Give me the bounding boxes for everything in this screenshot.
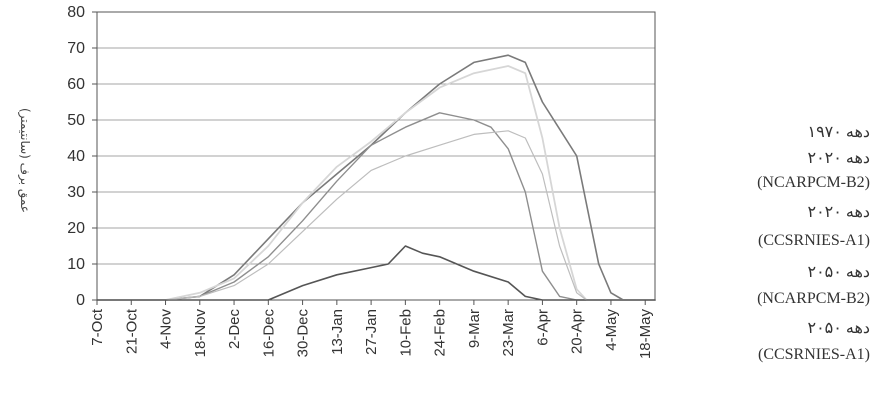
- y-tick-label: 60: [67, 76, 85, 93]
- x-tick-label: 7-Oct: [89, 308, 106, 346]
- series-layer: [96, 54, 656, 301]
- legend-item: (CCSRNIES-A1): [757, 232, 870, 249]
- y-tick-label: 50: [67, 112, 85, 129]
- x-tick-label: 27-Jan: [363, 309, 380, 355]
- x-tick-label: 6-Apr: [534, 309, 551, 346]
- x-tick-label: 23-Mar: [500, 309, 517, 357]
- x-tick-label: 24-Feb: [432, 309, 449, 357]
- legend-item: (NCARPCM-B2): [757, 290, 870, 307]
- legend-item: دهه ۲۰۲۰: [807, 204, 870, 221]
- y-tick-label: 80: [67, 4, 85, 21]
- x-axis: 7-Oct 21-Oct 4-Nov 18-Nov 2-Dec 16-Dec 30-Dec 1…: [89, 300, 654, 359]
- legend-item: دهه ۲۰۵۰: [807, 320, 870, 337]
- x-tick-label: 18-Nov: [192, 309, 209, 358]
- y-tick-label: 10: [67, 256, 85, 273]
- series-line-4: [96, 245, 656, 301]
- x-tick-label: 20-Apr: [569, 309, 586, 354]
- y-axis: 0 10 20 30 40 50 60 70 80: [67, 4, 97, 309]
- x-tick-label: 10-Feb: [397, 309, 414, 357]
- x-tick-label: 9-Mar: [466, 309, 483, 348]
- legend-item: (NCARPCM-B2): [757, 174, 870, 191]
- legend-item: دهه ۲۰۵۰: [807, 264, 870, 281]
- x-tick-label: 4-May: [603, 309, 620, 351]
- legend-item: (CCSRNIES-A1): [757, 346, 870, 363]
- series-line-5: [96, 130, 656, 301]
- legend-item: دهه ۲۰۲۰: [807, 150, 870, 167]
- legend-item: دهه ۱۹۷۰: [807, 124, 870, 141]
- gridlines: [97, 47, 655, 265]
- x-tick-label: 4-Nov: [158, 309, 175, 350]
- series-line-3: [96, 65, 656, 301]
- x-tick-label: 13-Jan: [329, 309, 346, 355]
- y-tick-label: 40: [67, 148, 85, 165]
- x-tick-label: 18-May: [637, 309, 654, 360]
- x-tick-label: 21-Oct: [123, 308, 140, 354]
- x-tick-label: 16-Dec: [260, 309, 277, 358]
- y-tick-label: 0: [76, 292, 85, 309]
- series-line-1: [96, 54, 656, 301]
- x-tick-label: 2-Dec: [226, 309, 243, 350]
- y-tick-label: 70: [67, 40, 85, 57]
- series-line-2: [96, 112, 656, 301]
- x-tick-label: 30-Dec: [295, 309, 312, 358]
- y-tick-label: 30: [67, 184, 85, 201]
- y-tick-label: 20: [67, 220, 85, 237]
